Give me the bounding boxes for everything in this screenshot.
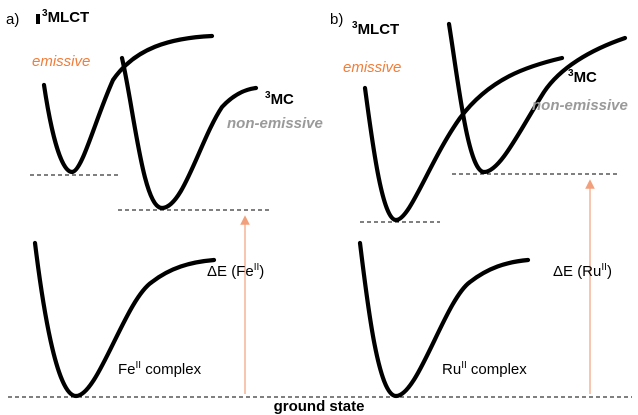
panel-b-mc-label: 3MC [568, 68, 597, 86]
panel-b-ground-curve [357, 240, 531, 399]
panel-a: a) 3MLCT emissive 3MC non-emissive ΔE (F… [6, 8, 323, 399]
panel-a-mlct-curve [41, 33, 215, 175]
panel-b-mlct-label: 3MLCT [352, 20, 399, 38]
panel-a-emissive-label: emissive [32, 53, 90, 70]
panel-a-mc-curve [119, 55, 259, 211]
panel-b-mlct-curve [362, 55, 565, 223]
panel-b-label: b) [330, 11, 343, 28]
panel-a-mlct-tick [36, 14, 40, 24]
panel-a-complex-label: FeII complex [118, 360, 202, 378]
ground-state-label: ground state [274, 398, 365, 415]
panel-a-label: a) [6, 11, 19, 28]
panel-a-mc-label: 3MC [265, 90, 294, 108]
panel-b-mc-curve [446, 21, 628, 175]
panel-b-emissive-label: emissive [343, 59, 401, 76]
panel-b-non-emissive-label: non-emissive [532, 97, 628, 114]
panel-b: b) 3MLCT emissive 3MC non-emissive ΔE (R… [330, 11, 628, 399]
panel-a-non-emissive-label: non-emissive [227, 115, 323, 132]
panel-b-delta-label: ΔE (RuII) [553, 262, 612, 280]
panel-a-delta-label: ΔE (FeII) [207, 262, 264, 280]
panel-a-mlct-label: 3MLCT [42, 8, 89, 26]
panel-b-complex-label: RuII complex [442, 360, 527, 378]
panel-a-ground-curve [32, 240, 217, 399]
